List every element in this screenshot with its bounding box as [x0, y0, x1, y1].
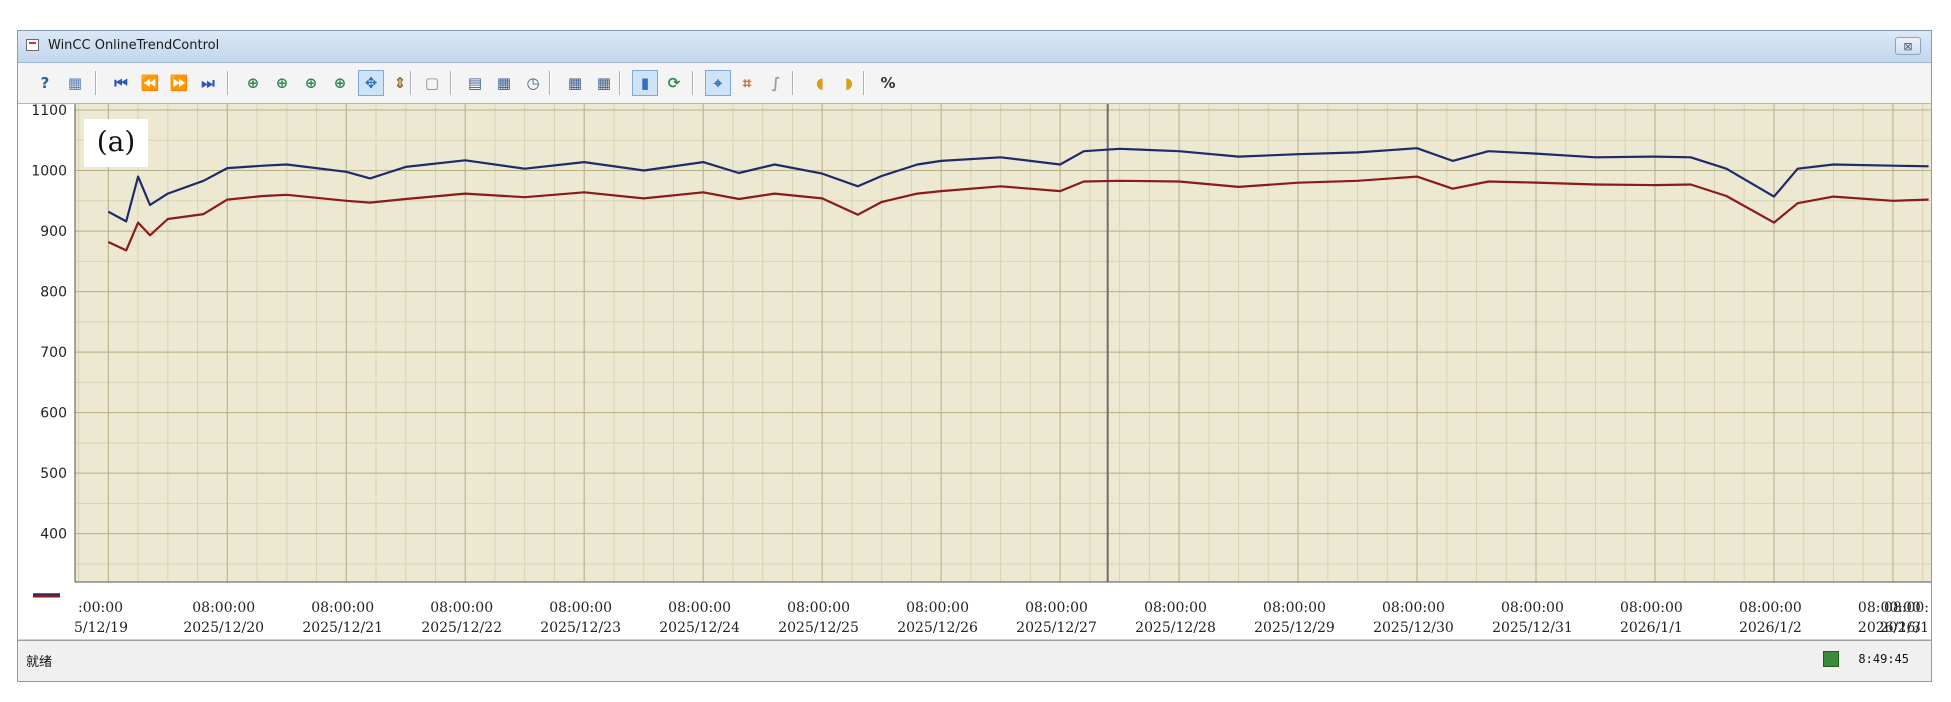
toolbar-separator: [792, 71, 794, 95]
x-tick-time: 08:00:00: [1144, 600, 1207, 616]
x-tick-time: 08:00:00: [192, 600, 255, 616]
y-tick-label: 700: [40, 345, 67, 361]
x-tick-date: 2025/12/21: [302, 620, 383, 636]
toolbar-separator: [863, 71, 865, 95]
x-tick-time: 08:00:00: [549, 600, 612, 616]
trend-series-line: [107, 175, 1929, 252]
x-tick-date: 2025/12/26: [897, 620, 978, 636]
relative-axis-icon[interactable]: %: [880, 74, 896, 92]
x-tick-time: 08:00:00: [668, 600, 731, 616]
move-trend-area-icon[interactable]: ✥: [358, 70, 384, 96]
select-time-range-icon[interactable]: ◷: [526, 74, 540, 92]
x-tick-time: :00:00: [78, 600, 123, 616]
y-tick-label: 1000: [31, 164, 67, 180]
last-record-icon[interactable]: ⏭: [201, 74, 215, 92]
y-tick-label: 400: [40, 527, 67, 543]
x-tick-date: 2025/12/22: [421, 620, 502, 636]
connection-status-icon: [1823, 651, 1839, 667]
statistics-area-icon[interactable]: ⌗: [742, 74, 752, 92]
zoom-in-icon[interactable]: ⊕: [275, 74, 289, 92]
trend-control-window: WinCC OnlineTrendControl ⊠ ? ▦ ⏮ ⏪ ⏩ ⏭ ⊕ ⊕ ⊕ ⊕ ✥ ⇕ ▢…: [17, 30, 1932, 682]
toolbar-separator: [227, 71, 229, 95]
select-data-connection-icon[interactable]: ▤: [467, 74, 483, 92]
window-title: WinCC OnlineTrendControl: [48, 38, 220, 53]
x-tick-date: 2025/12/25: [778, 620, 859, 636]
x-tick-date: 2025/12/28: [1135, 620, 1216, 636]
toolbar-separator: [95, 71, 97, 95]
status-time: 8:49:45: [1858, 652, 1909, 666]
x-tick-date: 5/12/19: [74, 620, 128, 636]
statistics-icon[interactable]: ∫: [771, 74, 781, 92]
toolbar-separator: [410, 71, 412, 95]
x-tick-time: 08:00:00: [1501, 600, 1564, 616]
window-app-icon: [26, 39, 39, 51]
trend-series-line: [107, 147, 1929, 223]
panel-label: (a): [84, 119, 148, 167]
x-tick-date: 2026/1/1: [1620, 620, 1683, 636]
trend-chart: 400 500 600 700 800 900 1000 1100 :00:00 5/12/19 0…: [18, 104, 1931, 640]
ruler-icon[interactable]: ⌖: [705, 70, 731, 96]
toolbar-separator: [619, 71, 621, 95]
x-tick-time: 08:00:00: [1858, 600, 1921, 616]
select-trends-icon[interactable]: ▦: [496, 74, 512, 92]
trend-plot-svg: 400 500 600 700 800 900 1000 1100 :00:00 5/12/19 0…: [18, 104, 1931, 640]
x-tick-date: 2025/12/20: [183, 620, 264, 636]
y-tick-label: 800: [40, 285, 67, 301]
move-axes-area-icon[interactable]: ⇕: [393, 74, 407, 92]
x-tick-time: 08:00:: [1884, 600, 1929, 616]
x-tick-time: 08:00:00: [787, 600, 850, 616]
stop-icon[interactable]: ▮: [632, 70, 658, 96]
x-tick-time: 08:00:00: [1025, 600, 1088, 616]
toolbar: ? ▦ ⏮ ⏪ ⏩ ⏭ ⊕ ⊕ ⊕ ⊕ ✥ ⇕ ▢ ▤ ▦ ◷ ▦ ▦ ▮ ⟳ ⌖ ⌗ ∫ ◖ ◗%: [18, 63, 1931, 104]
x-tick-date: 2026/1/2: [1739, 620, 1802, 636]
y-tick-label: 900: [40, 224, 67, 240]
y-tick-label: 600: [40, 406, 67, 422]
title-bar: WinCC OnlineTrendControl ⊠: [18, 31, 1931, 63]
next-trend-icon[interactable]: ▦: [596, 74, 612, 92]
x-tick-time: 08:00:00: [1620, 600, 1683, 616]
previous-record-icon[interactable]: ⏪: [140, 74, 160, 92]
x-tick-time: 08:00:00: [1263, 600, 1326, 616]
help-icon[interactable]: ?: [40, 74, 50, 92]
archive-backup-icon[interactable]: ◖: [816, 74, 824, 92]
zoom-area-icon[interactable]: ⊕: [246, 74, 260, 92]
next-record-icon[interactable]: ⏩: [169, 74, 189, 92]
x-tick-date: 2025/12/30: [1373, 620, 1454, 636]
status-text: 就绪: [26, 655, 53, 670]
x-tick-time: 08:00:00: [311, 600, 374, 616]
start-stop-icon[interactable]: ⟳: [667, 74, 681, 92]
y-tick-label: 500: [40, 466, 67, 482]
x-tick-date: 2025/12/23: [540, 620, 621, 636]
toolbar-separator: [450, 71, 452, 95]
x-tick-date: 2025/12/31: [1492, 620, 1573, 636]
x-tick-date: 2025/12/24: [659, 620, 740, 636]
x-tick-date: 2026/1: [1880, 620, 1929, 636]
toolbar-separator: [692, 71, 694, 95]
status-bar: 就绪 8:49:45: [18, 640, 1931, 681]
x-tick-date: 2026/1/3: [1858, 620, 1921, 636]
first-record-icon[interactable]: ⏮: [114, 74, 128, 92]
x-tick-time: 08:00:00: [1739, 600, 1802, 616]
x-tick-date: 2025/12/27: [1016, 620, 1097, 636]
y-tick-label: 1100: [31, 104, 67, 119]
config-dialog-icon[interactable]: ▦: [67, 74, 83, 92]
x-tick-time: 08:00:00: [1382, 600, 1445, 616]
x-tick-time: 08:00:00: [906, 600, 969, 616]
x-tick-date: 2025/12/29: [1254, 620, 1335, 636]
x-tick-time: 08:00:00: [430, 600, 493, 616]
zoom-value-axis-icon[interactable]: ⊕: [333, 74, 347, 92]
archive-restore-icon[interactable]: ◗: [845, 74, 853, 92]
toolbar-separator: [549, 71, 551, 95]
plot-area: [75, 104, 1931, 582]
previous-trend-icon[interactable]: ▦: [567, 74, 583, 92]
zoom-time-axis-icon[interactable]: ⊕: [304, 74, 318, 92]
original-view-icon[interactable]: ▢: [424, 74, 440, 92]
close-button[interactable]: ⊠: [1895, 37, 1921, 55]
